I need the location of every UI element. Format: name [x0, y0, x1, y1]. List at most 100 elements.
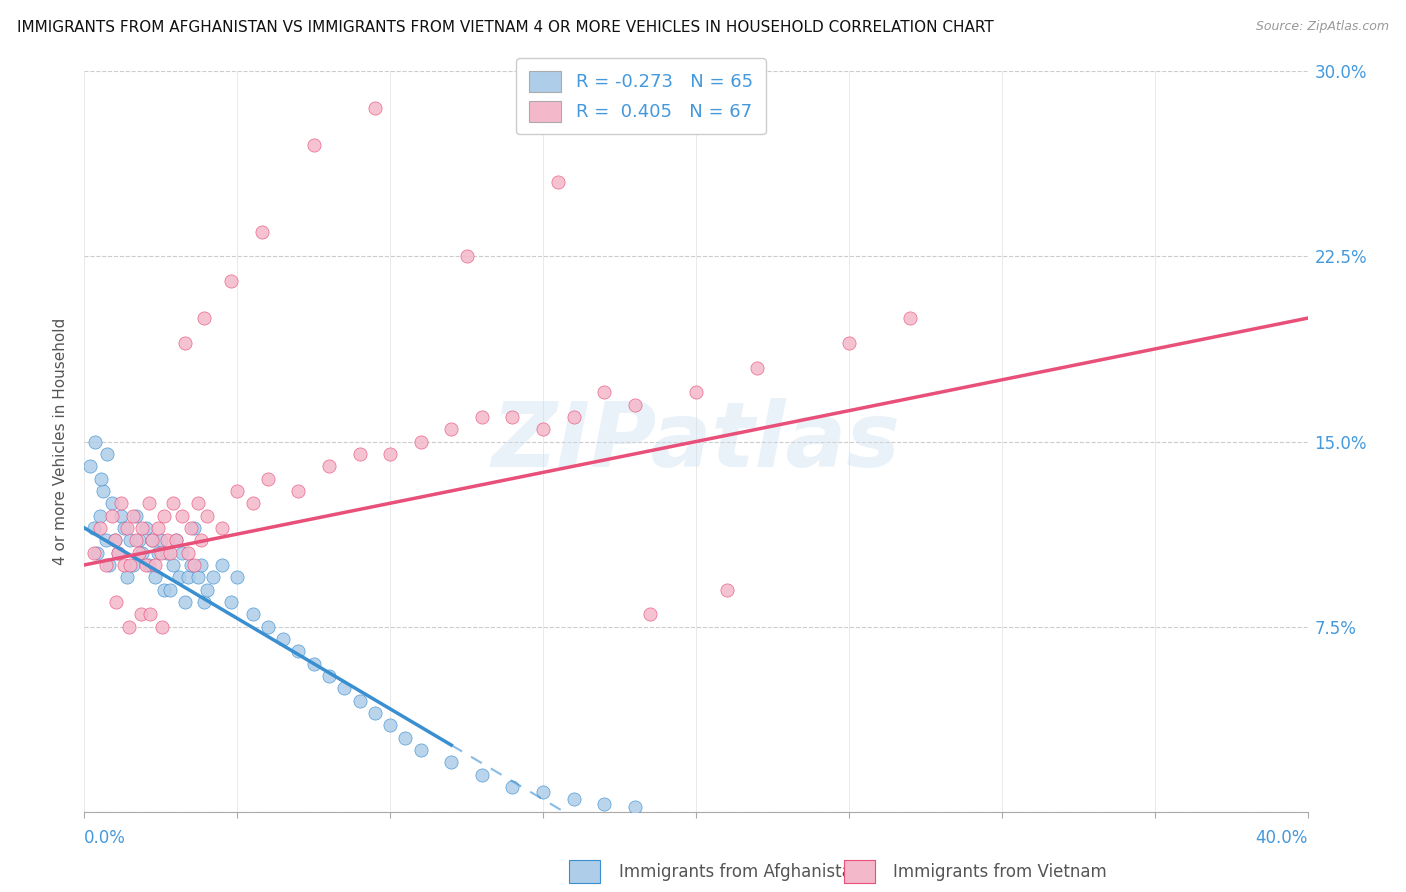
Point	[193, 311, 215, 326]
Point	[156, 533, 179, 548]
Point	[201, 570, 224, 584]
Point	[105, 595, 128, 609]
Point	[115, 521, 138, 535]
Point	[159, 582, 181, 597]
Point	[318, 669, 340, 683]
Point	[91, 483, 114, 498]
Legend: R = -0.273   N = 65, R =  0.405   N = 67: R = -0.273 N = 65, R = 0.405 N = 67	[516, 58, 766, 134]
Point	[349, 694, 371, 708]
Point	[128, 545, 150, 560]
Point	[174, 335, 197, 350]
Point	[380, 718, 402, 732]
Point	[333, 681, 356, 696]
Point	[141, 533, 163, 548]
Point	[593, 385, 616, 400]
Point	[226, 570, 249, 584]
Point	[110, 496, 132, 510]
Point	[107, 545, 129, 560]
Point	[149, 533, 172, 548]
Point	[250, 225, 273, 239]
Y-axis label: 4 or more Vehicles in Household: 4 or more Vehicles in Household	[53, 318, 69, 566]
Point	[94, 533, 117, 548]
Point	[110, 508, 132, 523]
Point	[177, 545, 200, 560]
Point	[624, 398, 647, 412]
Point	[79, 459, 101, 474]
Point	[502, 409, 524, 424]
Point	[107, 545, 129, 560]
Point	[638, 607, 661, 622]
Point	[165, 533, 187, 548]
Point	[86, 545, 108, 560]
Point	[364, 101, 387, 115]
Point	[242, 607, 264, 622]
Point	[211, 558, 233, 572]
Point	[180, 558, 202, 572]
Point	[180, 521, 202, 535]
Point	[211, 521, 233, 535]
Text: ZIPatlas: ZIPatlas	[492, 398, 900, 485]
Point	[84, 434, 107, 449]
Point	[257, 471, 280, 485]
Point	[898, 311, 921, 326]
Point	[838, 335, 860, 350]
Point	[562, 409, 585, 424]
Point	[135, 521, 157, 535]
Point	[287, 483, 309, 498]
Point	[318, 459, 340, 474]
Point	[190, 558, 212, 572]
Point	[186, 570, 208, 584]
Point	[125, 508, 148, 523]
Point	[129, 607, 152, 622]
Point	[83, 545, 105, 560]
Point	[115, 570, 138, 584]
Point	[125, 533, 148, 548]
Point	[143, 570, 166, 584]
Text: IMMIGRANTS FROM AFGHANISTAN VS IMMIGRANTS FROM VIETNAM 4 OR MORE VEHICLES IN HOU: IMMIGRANTS FROM AFGHANISTAN VS IMMIGRANT…	[17, 20, 994, 35]
Point	[531, 422, 554, 436]
Point	[131, 545, 153, 560]
Point	[219, 595, 242, 609]
Point	[138, 558, 160, 572]
Point	[186, 496, 208, 510]
Point	[174, 595, 197, 609]
Point	[162, 558, 184, 572]
Point	[440, 756, 463, 770]
Point	[159, 545, 181, 560]
Point	[226, 483, 249, 498]
Point	[97, 558, 120, 572]
Point	[394, 731, 416, 745]
Point	[141, 533, 163, 548]
Point	[624, 799, 647, 814]
Point	[104, 533, 127, 548]
Point	[287, 644, 309, 658]
Point	[146, 545, 169, 560]
Point	[471, 767, 494, 781]
Point	[135, 558, 157, 572]
Point	[138, 496, 160, 510]
Point	[172, 545, 194, 560]
Point	[195, 508, 218, 523]
Point	[593, 797, 616, 812]
Point	[118, 619, 141, 633]
Point	[562, 792, 585, 806]
Point	[242, 496, 264, 510]
Point	[131, 521, 153, 535]
Text: Immigrants from Afghanistan: Immigrants from Afghanistan	[619, 863, 862, 881]
Point	[104, 533, 127, 548]
Point	[101, 508, 124, 523]
Point	[89, 508, 111, 523]
Text: Source: ZipAtlas.com: Source: ZipAtlas.com	[1256, 20, 1389, 33]
Point	[167, 570, 190, 584]
Point	[195, 582, 218, 597]
Point	[153, 508, 176, 523]
Point	[456, 250, 478, 264]
Point	[153, 582, 176, 597]
Point	[531, 785, 554, 799]
Point	[139, 607, 162, 622]
Point	[149, 545, 172, 560]
Point	[150, 619, 173, 633]
Text: 40.0%: 40.0%	[1256, 829, 1308, 847]
Point	[177, 570, 200, 584]
Point	[83, 521, 105, 535]
